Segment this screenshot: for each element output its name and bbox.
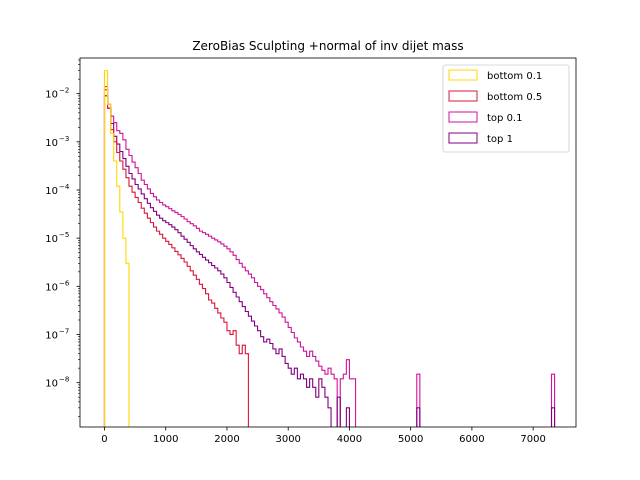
legend-swatch <box>448 90 478 102</box>
x-tick-label: 7000 <box>520 434 545 445</box>
legend-swatch <box>448 132 478 144</box>
legend-box <box>442 64 570 153</box>
x-tick-label: 4000 <box>337 434 362 445</box>
y-tick-label: 10 <box>45 330 58 341</box>
legend-label: top 0.1 <box>487 113 522 124</box>
series-layer <box>103 70 556 427</box>
legend-label: bottom 0.1 <box>487 71 542 82</box>
x-tick-label: 0 <box>101 434 107 445</box>
y-tick-exponent: −8 <box>59 376 69 384</box>
y-tick-label: 10 <box>45 90 58 101</box>
series-line-bottom-0_5 <box>103 86 249 427</box>
series-line-top-0_1 <box>103 89 556 427</box>
y-tick-label: 10 <box>45 282 58 293</box>
y-tick-label: 10 <box>45 138 58 149</box>
chart-title: ZeroBias Sculpting +normal of inv dijet … <box>192 39 463 53</box>
series-line-bottom-0_1 <box>103 70 130 427</box>
series-line-top-1 <box>103 95 556 427</box>
y-tick-label: 10 <box>45 234 58 245</box>
plot-frame <box>79 57 577 428</box>
y-tick-exponent: −4 <box>59 183 70 191</box>
x-tick-label: 5000 <box>398 434 423 445</box>
x-tick-label: 1000 <box>153 434 178 445</box>
legend: bottom 0.1 bottom 0.5 top 0.1 top 1 <box>442 64 570 153</box>
x-tick-label: 2000 <box>214 434 239 445</box>
x-tick-label: 3000 <box>275 434 300 445</box>
y-tick-exponent: −7 <box>59 327 69 335</box>
legend-swatch <box>448 69 478 81</box>
y-tick-label: 10 <box>45 186 58 197</box>
y-tick-label: 10 <box>45 379 58 390</box>
y-tick-exponent: −3 <box>59 135 69 143</box>
y-tick-exponent: −5 <box>59 231 69 239</box>
x-tick-label: 6000 <box>459 434 484 445</box>
legend-label: bottom 0.5 <box>487 92 542 103</box>
legend-swatch <box>448 111 478 123</box>
y-tick-exponent: −6 <box>59 279 70 287</box>
y-tick-exponent: −2 <box>59 87 69 95</box>
legend-label: top 1 <box>487 134 513 145</box>
